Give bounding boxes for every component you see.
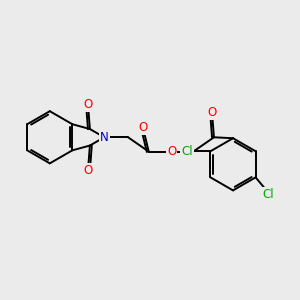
Text: O: O: [208, 106, 217, 119]
Text: Cl: Cl: [262, 188, 274, 201]
Text: O: O: [139, 121, 148, 134]
Text: N: N: [100, 131, 109, 144]
Text: Cl: Cl: [182, 145, 193, 158]
Text: O: O: [167, 145, 176, 158]
Text: O: O: [84, 98, 93, 111]
Text: O: O: [84, 164, 93, 177]
